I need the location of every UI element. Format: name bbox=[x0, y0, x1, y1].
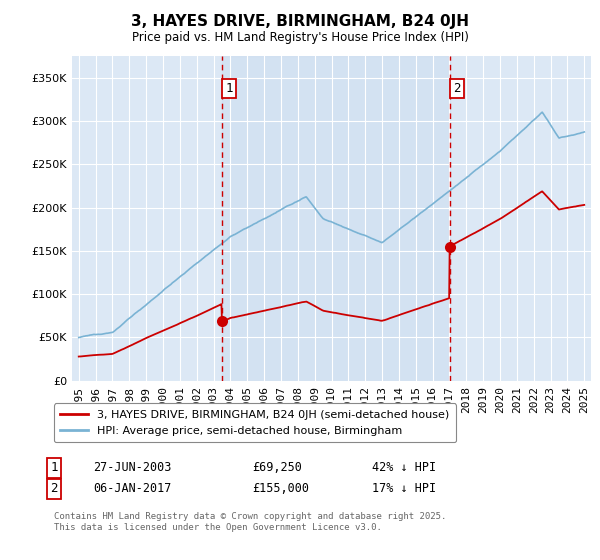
Text: Contains HM Land Registry data © Crown copyright and database right 2025.
This d: Contains HM Land Registry data © Crown c… bbox=[54, 512, 446, 532]
Text: 06-JAN-2017: 06-JAN-2017 bbox=[93, 482, 172, 496]
Text: 42% ↓ HPI: 42% ↓ HPI bbox=[372, 461, 436, 474]
Text: £155,000: £155,000 bbox=[252, 482, 309, 496]
Text: £69,250: £69,250 bbox=[252, 461, 302, 474]
Text: 3, HAYES DRIVE, BIRMINGHAM, B24 0JH: 3, HAYES DRIVE, BIRMINGHAM, B24 0JH bbox=[131, 14, 469, 29]
Text: 27-JUN-2003: 27-JUN-2003 bbox=[93, 461, 172, 474]
Text: 17% ↓ HPI: 17% ↓ HPI bbox=[372, 482, 436, 496]
Text: 2: 2 bbox=[50, 482, 58, 496]
Legend: 3, HAYES DRIVE, BIRMINGHAM, B24 0JH (semi-detached house), HPI: Average price, s: 3, HAYES DRIVE, BIRMINGHAM, B24 0JH (sem… bbox=[53, 403, 456, 442]
Bar bbox=[222, 56, 449, 381]
Text: 1: 1 bbox=[50, 461, 58, 474]
Text: 1: 1 bbox=[225, 82, 233, 95]
Text: Price paid vs. HM Land Registry's House Price Index (HPI): Price paid vs. HM Land Registry's House … bbox=[131, 31, 469, 44]
Text: 2: 2 bbox=[453, 82, 460, 95]
